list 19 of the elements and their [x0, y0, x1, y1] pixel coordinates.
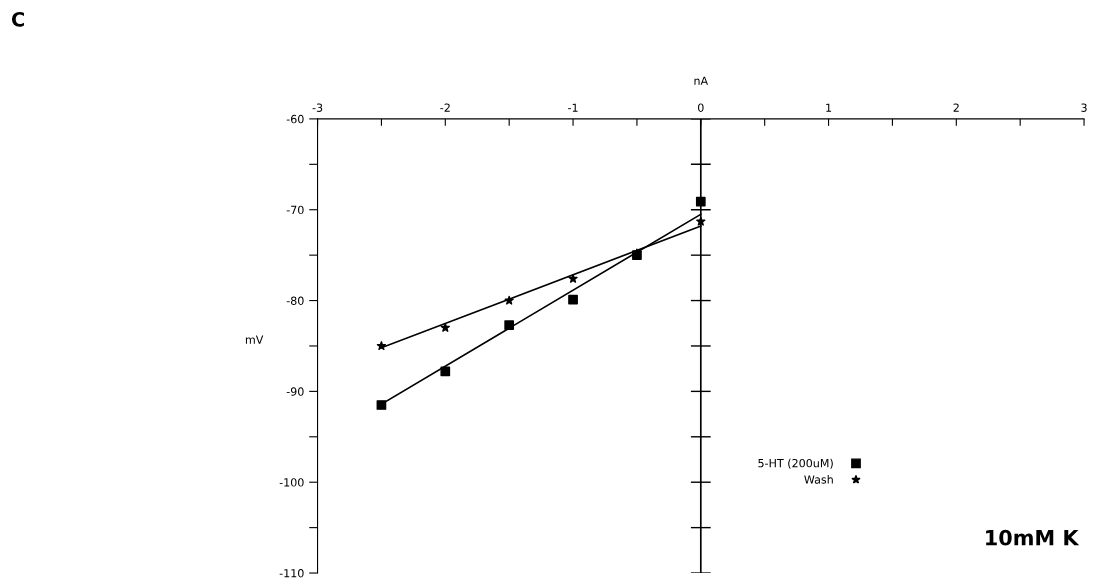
y-tick-label: -80	[286, 296, 304, 305]
y-tick-label: -110	[279, 569, 304, 578]
x-tick-label: 3	[1081, 103, 1087, 112]
x-tick-label: 0	[698, 103, 704, 112]
annotation: 10mM K	[986, 529, 1080, 546]
x-tick-label: -3	[312, 103, 323, 112]
legend-label: 5-HT (200uM)	[758, 458, 833, 469]
x-tick-label: -2	[440, 103, 450, 112]
y-tick-label: -60	[286, 114, 304, 124]
y-tick-label: -100	[279, 478, 304, 487]
legend-label: Wash	[804, 475, 833, 484]
y-axis-title: mV	[245, 335, 264, 344]
x-tick-label: 2	[953, 103, 959, 112]
x-tick-label: -1	[568, 103, 578, 112]
x-tick-label: 1	[826, 103, 832, 112]
y-tick-label: -70	[286, 205, 304, 215]
x-axis-title: nA	[694, 76, 709, 85]
text: C	[11, 11, 24, 27]
y-tick-label: -90	[286, 387, 304, 396]
